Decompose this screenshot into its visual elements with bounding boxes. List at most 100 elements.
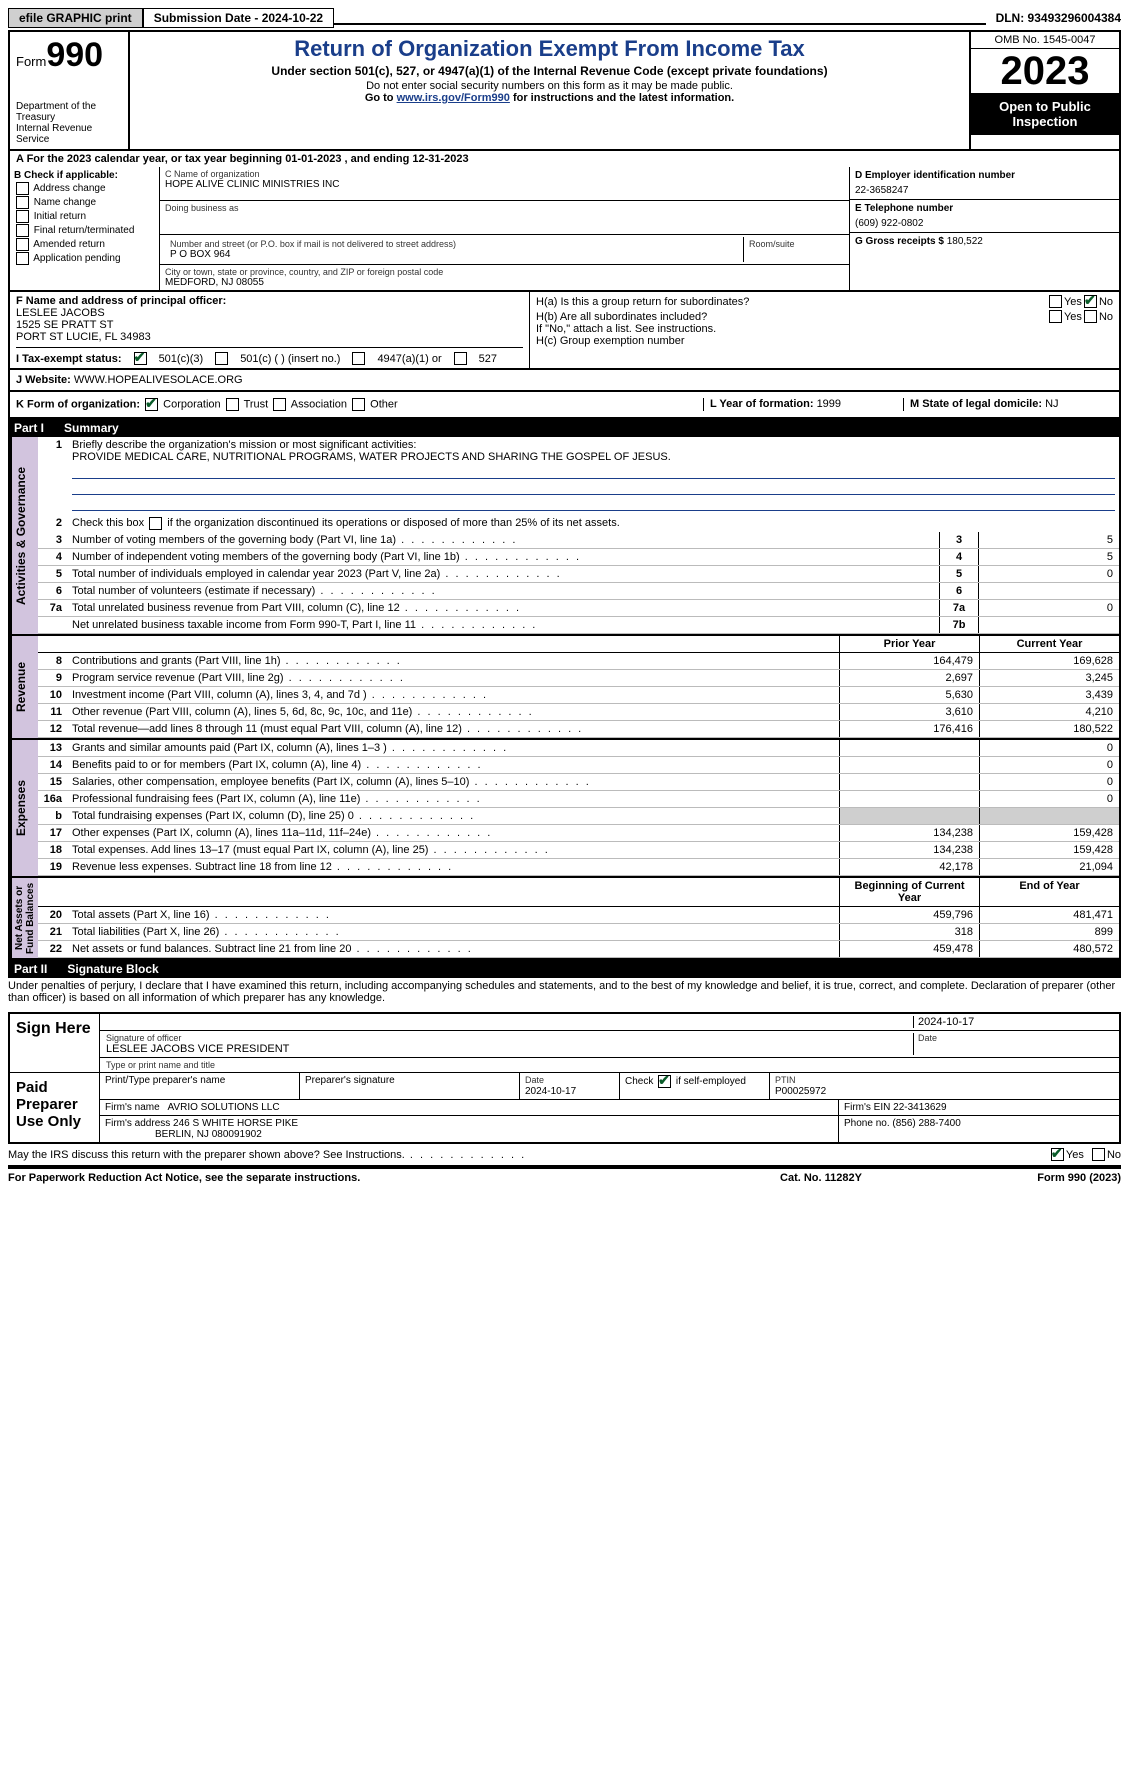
- topbar-rule: [334, 23, 985, 25]
- cb-q2[interactable]: [149, 517, 162, 530]
- gross-label: G Gross receipts $: [855, 236, 947, 247]
- officer-addr1: 1525 SE PRATT ST: [16, 319, 523, 331]
- firm-name-label: Firm's name: [105, 1102, 162, 1113]
- part1-title: Summary: [64, 421, 119, 435]
- cb-hb-no[interactable]: [1084, 310, 1097, 323]
- dba-label: Doing business as: [165, 203, 844, 213]
- sig-type-line: Type or print name and title: [100, 1058, 1119, 1072]
- box-f: F Name and address of principal officer:…: [10, 292, 530, 368]
- gross-value: 180,522: [947, 236, 983, 247]
- prep-selfemp: Check if self-employed: [620, 1073, 770, 1100]
- cb-application-pending[interactable]: Application pending: [14, 252, 155, 265]
- goto-pre: Go to: [365, 92, 397, 104]
- h-b-row: H(b) Are all subordinates included? Yes …: [536, 310, 1113, 323]
- efile-print-button[interactable]: efile GRAPHIC print: [8, 8, 143, 28]
- data-line: 21Total liabilities (Part X, line 26)318…: [38, 924, 1119, 941]
- year-formation-value: 1999: [817, 398, 841, 410]
- cb-self-employed[interactable]: [658, 1075, 671, 1088]
- sign-here-label: Sign Here: [10, 1014, 100, 1072]
- topbar: efile GRAPHIC print Submission Date - 20…: [8, 8, 1121, 28]
- data-line: 16aProfessional fundraising fees (Part I…: [38, 791, 1119, 808]
- box-b: B Check if applicable: Address change Na…: [10, 167, 160, 290]
- omb-number: OMB No. 1545-0047: [971, 32, 1119, 49]
- part2-title: Signature Block: [67, 962, 158, 976]
- col-begin: Beginning of Current Year: [839, 878, 979, 906]
- row-i-inside: I Tax-exempt status: 501(c)(3) 501(c) ( …: [16, 347, 523, 365]
- prep-row-1: Print/Type preparer's name Preparer's si…: [100, 1073, 1119, 1100]
- gov-line: 7aTotal unrelated business revenue from …: [38, 600, 1119, 617]
- net-colhdr: Beginning of Current Year End of Year: [38, 878, 1119, 907]
- sign-here-row: Sign Here 2024-10-17 Signature of office…: [10, 1014, 1119, 1073]
- data-line: 14Benefits paid to or for members (Part …: [38, 757, 1119, 774]
- cb-other[interactable]: [352, 398, 365, 411]
- perjury-declaration: Under penalties of perjury, I declare th…: [8, 978, 1121, 1006]
- header-mid: Return of Organization Exempt From Incom…: [130, 32, 969, 149]
- q1: 1 Briefly describe the organization's mi…: [38, 437, 1119, 515]
- data-line: 12Total revenue—add lines 8 through 11 (…: [38, 721, 1119, 738]
- state-label: M State of legal domicile:: [910, 398, 1045, 410]
- firm-addr1: 246 S WHITE HORSE PIKE: [173, 1118, 298, 1129]
- h-b-label: H(b) Are all subordinates included?: [536, 311, 1047, 323]
- cb-initial-return[interactable]: Initial return: [14, 210, 155, 223]
- dept-treasury: Department of the Treasury Internal Reve…: [16, 101, 122, 145]
- room-suite: Room/suite: [744, 237, 844, 262]
- prep-sig-label: Preparer's signature: [300, 1073, 520, 1100]
- principal-officer-label: F Name and address of principal officer:: [16, 295, 523, 307]
- city-cell: City or town, state or province, country…: [160, 265, 849, 290]
- website-cell: J Website: WWW.HOPEALIVESOLACE.ORG: [16, 374, 1113, 386]
- data-line: 19Revenue less expenses. Subtract line 1…: [38, 859, 1119, 876]
- cb-4947[interactable]: [352, 352, 365, 365]
- firm-addr-label: Firm's address: [105, 1118, 173, 1129]
- year-formation-label: L Year of formation:: [710, 398, 817, 410]
- discuss-row: May the IRS discuss this return with the…: [8, 1144, 1121, 1167]
- prep-row-3: Firm's address 246 S WHITE HORSE PIKE BE…: [100, 1116, 1119, 1142]
- prep-date: 2024-10-17: [525, 1086, 576, 1097]
- h-b-note: If "No," attach a list. See instructions…: [536, 323, 1113, 335]
- officer-addr2: PORT ST LUCIE, FL 34983: [16, 331, 523, 343]
- ptin-value: P00025972: [775, 1086, 826, 1097]
- cb-trust[interactable]: [226, 398, 239, 411]
- sig-officer-line: Signature of officer LESLEE JACOBS VICE …: [100, 1031, 1119, 1058]
- cb-501c3[interactable]: [134, 352, 147, 365]
- netassets-inner: Beginning of Current Year End of Year 20…: [38, 878, 1119, 958]
- org-name-cell: C Name of organization HOPE ALIVE CLINIC…: [160, 167, 849, 201]
- cb-name-change[interactable]: Name change: [14, 196, 155, 209]
- prep-date-label: Date: [525, 1075, 544, 1085]
- h-a-label: H(a) Is this a group return for subordin…: [536, 296, 1047, 308]
- data-line: 17Other expenses (Part IX, column (A), l…: [38, 825, 1119, 842]
- footer-right: Form 990 (2023): [921, 1172, 1121, 1184]
- form-title: Return of Organization Exempt From Incom…: [136, 36, 963, 62]
- cb-discuss-yes[interactable]: [1051, 1148, 1064, 1161]
- footer-left: For Paperwork Reduction Act Notice, see …: [8, 1172, 721, 1184]
- tel-value: (609) 922-0802: [855, 218, 1114, 229]
- q2-text: Check this box if the organization disco…: [72, 517, 620, 529]
- cb-527[interactable]: [454, 352, 467, 365]
- cb-ha-yes[interactable]: [1049, 295, 1062, 308]
- box-bcd-row: B Check if applicable: Address change Na…: [8, 167, 1121, 292]
- cb-corp[interactable]: [145, 398, 158, 411]
- cb-501c[interactable]: [215, 352, 228, 365]
- ptin-label: PTIN: [775, 1075, 796, 1085]
- form-subtitle-1: Under section 501(c), 527, or 4947(a)(1)…: [136, 64, 963, 78]
- col-current: Current Year: [979, 636, 1119, 652]
- data-line: 8Contributions and grants (Part VIII, li…: [38, 653, 1119, 670]
- street-value: P O BOX 964: [170, 249, 738, 260]
- signature-block: Sign Here 2024-10-17 Signature of office…: [8, 1012, 1121, 1144]
- street-row: Number and street (or P.O. box if mail i…: [160, 235, 849, 265]
- sig-type-label: Type or print name and title: [106, 1060, 215, 1070]
- vlabel-netassets: Net Assets or Fund Balances: [10, 878, 38, 958]
- cb-discuss-no[interactable]: [1092, 1148, 1105, 1161]
- vlabel-revenue: Revenue: [10, 636, 38, 738]
- cb-assoc[interactable]: [273, 398, 286, 411]
- box-b-header: B Check if applicable:: [14, 170, 155, 181]
- cb-final-return[interactable]: Final return/terminated: [14, 224, 155, 237]
- cb-address-change[interactable]: Address change: [14, 182, 155, 195]
- ein-value: 22-3658247: [855, 185, 1114, 196]
- org-name-label: C Name of organization: [165, 169, 844, 179]
- data-line: 15Salaries, other compensation, employee…: [38, 774, 1119, 791]
- irs-link[interactable]: www.irs.gov/Form990: [397, 92, 510, 104]
- cb-amended-return[interactable]: Amended return: [14, 238, 155, 251]
- cb-ha-no[interactable]: [1084, 295, 1097, 308]
- sig-date: 2024-10-17: [913, 1016, 1113, 1028]
- cb-hb-yes[interactable]: [1049, 310, 1062, 323]
